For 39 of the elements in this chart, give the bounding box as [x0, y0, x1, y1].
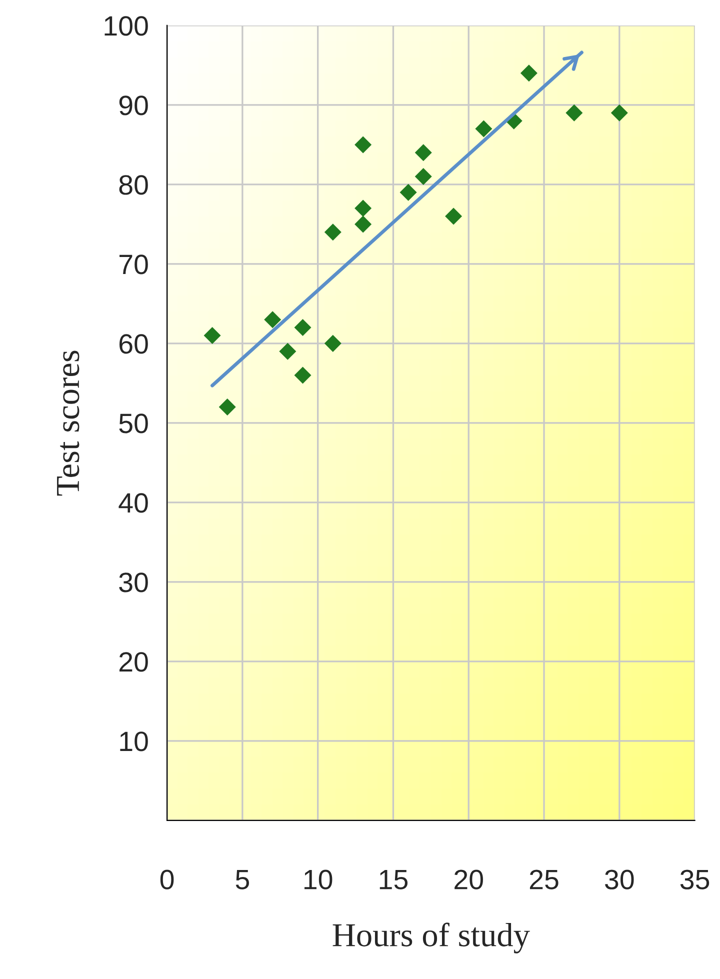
y-tick-label: 70 — [120, 254, 148, 274]
point — [294, 366, 312, 384]
point — [204, 326, 221, 344]
point — [520, 64, 538, 82]
point — [354, 200, 372, 217]
point — [218, 398, 236, 416]
point — [294, 319, 312, 336]
point — [264, 311, 282, 328]
point — [566, 104, 583, 122]
point — [354, 136, 372, 154]
y-tick-label: 60 — [120, 334, 148, 354]
x-tick-label: 25 — [530, 870, 558, 890]
point — [610, 104, 628, 122]
y-tick-label: 90 — [119, 96, 148, 116]
x-tick-label: 10 — [304, 870, 332, 890]
x-tick-label: 0 — [160, 870, 174, 890]
point — [400, 184, 417, 201]
x-tick-label: 35 — [680, 870, 710, 890]
point — [279, 342, 296, 360]
x-tick-label: 5 — [236, 870, 249, 890]
point — [475, 120, 492, 138]
y-tick-label: 100 — [104, 16, 148, 36]
y-tick-label: 30 — [119, 572, 148, 592]
point — [324, 224, 342, 241]
x-tick-label: 15 — [380, 870, 408, 890]
point — [354, 216, 372, 233]
point — [414, 144, 432, 162]
x-axis-title: Hours of study — [332, 922, 530, 954]
point — [445, 208, 462, 225]
y-tick-label: 80 — [119, 175, 148, 195]
x-tick-label: 30 — [605, 870, 634, 890]
y-axis-title: Test scores — [57, 350, 80, 496]
y-tick-label: 20 — [119, 652, 148, 672]
point — [324, 334, 342, 352]
x-tick-label: 20 — [454, 870, 483, 890]
y-tick-label: 40 — [118, 493, 148, 513]
point — [414, 168, 432, 185]
y-tick-label: 10 — [120, 732, 148, 752]
y-tick-label: 50 — [119, 414, 148, 434]
